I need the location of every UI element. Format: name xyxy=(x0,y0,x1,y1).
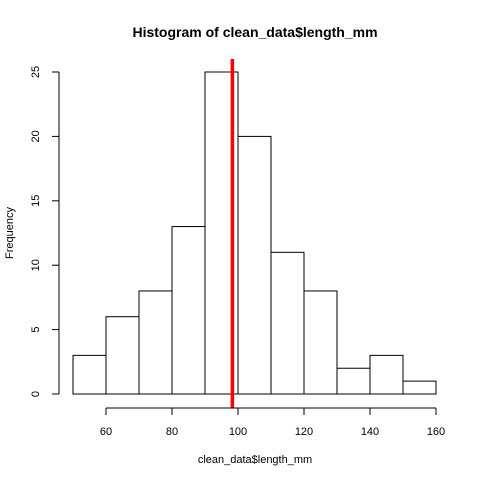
x-tick-label-100: 100 xyxy=(229,426,247,438)
histogram-bar-8 xyxy=(336,367,371,395)
x-tick-label-140: 140 xyxy=(361,426,379,438)
x-axis: 60 80 100 120 140 160 xyxy=(100,407,445,438)
x-tick-label-60: 60 xyxy=(100,426,112,438)
x-tick-label-160: 160 xyxy=(427,426,445,438)
chart-title: Histogram of clean_data$length_mm xyxy=(132,24,377,40)
y-tick-label-20: 20 xyxy=(30,130,42,142)
y-tick-label-10: 10 xyxy=(30,259,42,271)
histogram-bar-7 xyxy=(303,290,338,395)
histogram-bar-5 xyxy=(237,135,272,395)
histogram-bar-6 xyxy=(270,251,305,395)
x-tick-label-120: 120 xyxy=(295,426,313,438)
y-tick-label-15: 15 xyxy=(30,195,42,207)
y-tick-label-5: 5 xyxy=(30,327,42,333)
y-axis-label: Frequency xyxy=(4,207,16,259)
histogram-bar-10 xyxy=(402,380,437,395)
histogram-bar-3 xyxy=(171,226,206,395)
histogram-bar-2 xyxy=(138,290,173,395)
histogram-bar-1 xyxy=(105,316,140,395)
histogram-bar-9 xyxy=(369,354,404,395)
x-axis-label: clean_data$length_mm xyxy=(198,454,312,466)
x-tick-label-80: 80 xyxy=(166,426,178,438)
histogram-bar-0 xyxy=(72,354,107,395)
y-tick-label-25: 25 xyxy=(30,66,42,78)
y-tick-label-0: 0 xyxy=(30,391,42,397)
y-axis: 0 5 10 15 20 25 xyxy=(30,66,60,397)
